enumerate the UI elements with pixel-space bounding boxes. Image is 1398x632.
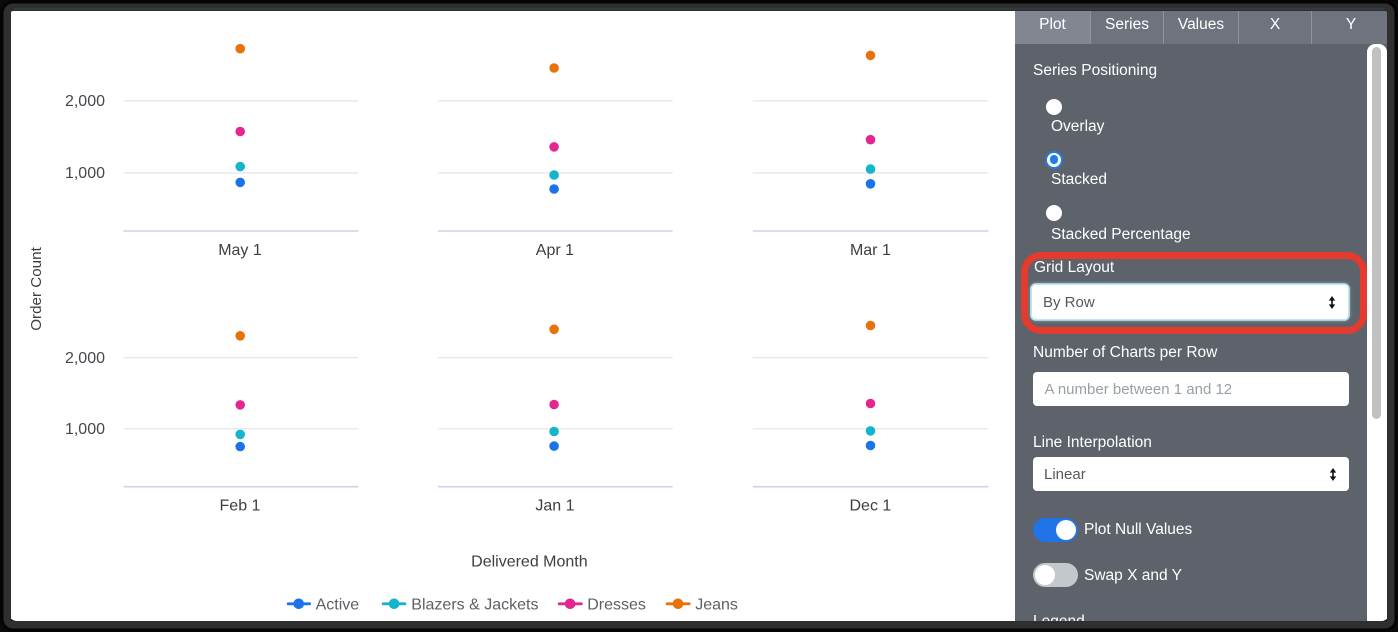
svg-text:1,000: 1,000: [65, 421, 105, 438]
svg-text:1,000: 1,000: [65, 165, 105, 182]
svg-text:2,000: 2,000: [65, 93, 105, 110]
svg-text:Order Count: Order Count: [28, 246, 45, 330]
svg-text:Jeans: Jeans: [695, 597, 738, 614]
svg-text:2,000: 2,000: [65, 350, 105, 367]
svg-text:May 1: May 1: [218, 242, 262, 259]
svg-text:Jan 1: Jan 1: [535, 497, 574, 514]
svg-text:Delivered Month: Delivered Month: [471, 554, 588, 571]
svg-text:Dresses: Dresses: [587, 597, 646, 614]
svg-text:Feb 1: Feb 1: [220, 497, 261, 514]
svg-text:Dec 1: Dec 1: [850, 497, 892, 514]
svg-text:Blazers & Jackets: Blazers & Jackets: [411, 597, 538, 614]
svg-text:Apr 1: Apr 1: [536, 242, 574, 259]
svg-text:Mar 1: Mar 1: [850, 242, 891, 259]
svg-text:Active: Active: [316, 597, 360, 614]
